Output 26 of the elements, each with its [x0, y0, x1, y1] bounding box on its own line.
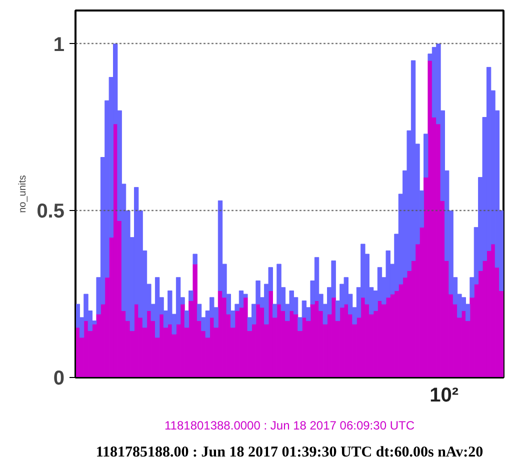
text: 1181785188.00 : Jun 18 2017 01:39:30 UTC dt:60.00s nAv:20: [96, 444, 484, 460]
bar: [159, 314, 164, 378]
text: 10²: [430, 384, 459, 406]
bar: [424, 134, 428, 178]
bar: [276, 304, 282, 378]
y-tick-label: 1: [53, 34, 64, 56]
bar: [289, 310, 294, 378]
text: 1181801388.0000 : Jun 18 2017 06:09:30 UTC: [164, 418, 415, 432]
bar: [184, 310, 190, 328]
bar: [188, 290, 194, 302]
bar: [192, 264, 198, 378]
bar: [238, 290, 244, 308]
bar: [331, 297, 336, 378]
bar: [310, 304, 315, 378]
y-tick-label: 0.5: [36, 200, 65, 223]
bar: [386, 297, 390, 378]
bar: [428, 60, 432, 378]
bar: [490, 244, 496, 378]
bar: [461, 310, 466, 378]
bar: [180, 304, 185, 378]
bar: [84, 320, 88, 378]
bar: [154, 277, 160, 338]
bar: [192, 254, 198, 264]
bar: [344, 304, 348, 378]
y-axis-title: no_units: [18, 175, 29, 213]
y-tick-label: 0: [53, 368, 64, 390]
